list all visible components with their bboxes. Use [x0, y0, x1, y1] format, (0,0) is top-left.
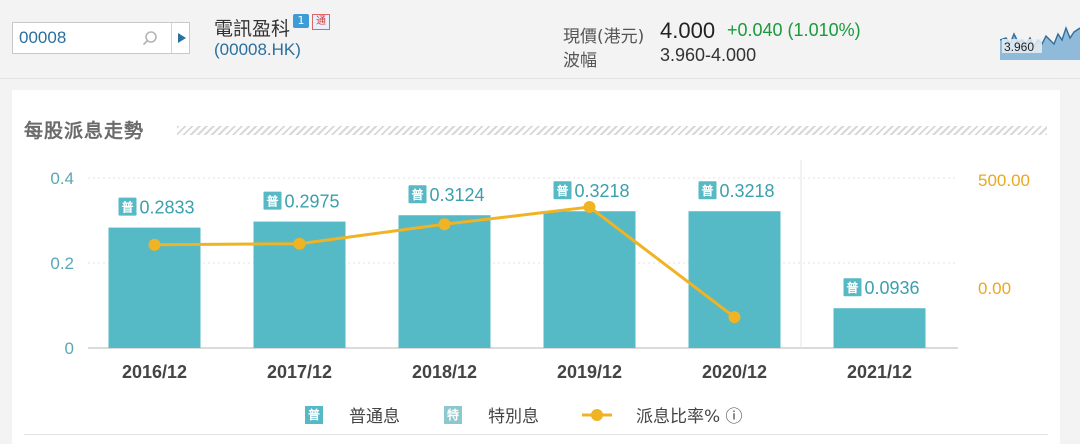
y-left-tick-label: 0.4	[50, 169, 74, 188]
dividend-bar	[688, 211, 781, 348]
stock-name: 電訊盈科	[214, 18, 291, 40]
bar-badge	[698, 181, 717, 200]
bar-badge	[843, 278, 862, 297]
dividend-bar	[833, 308, 926, 348]
x-category-label: 2021/12	[847, 362, 912, 382]
day-range: 3.960-4.000	[660, 45, 757, 65]
current-price: 4.000	[660, 18, 716, 43]
y-right-tick-label: 500.00	[978, 171, 1030, 190]
x-category-label: 2017/12	[267, 362, 332, 382]
dividend-panel: 每股派息走勢 普 0.2833 普 0.2975 普 0.3124 普 0.3218 普 0.32…	[12, 90, 1060, 444]
legend-special-label: 特別息	[488, 407, 539, 427]
dividend-bar	[543, 211, 636, 348]
notice-badge[interactable]: 1	[293, 14, 310, 28]
legend-ordinary-label: 普通息	[349, 407, 400, 427]
range-label: 波幅	[563, 51, 597, 71]
search-icon[interactable]	[141, 30, 159, 48]
title-decoration	[177, 126, 1047, 135]
bar-badge	[118, 197, 137, 216]
payout-ratio-point	[438, 218, 451, 231]
bar-label: 普 0.3124	[408, 185, 485, 205]
bar-badge	[263, 191, 282, 210]
legend-payout-label: 派息比率% ⓘ	[636, 407, 743, 427]
legend-line-swatch	[582, 408, 612, 421]
bar-badge-text: 普	[701, 183, 713, 198]
payout-ratio-point	[728, 311, 741, 324]
bar-value-label: 0.2975	[285, 192, 340, 212]
price-label: 現價(港元)	[563, 27, 645, 47]
bar-value-label: 0.3218	[720, 181, 775, 201]
legend-payout[interactable]: 派息比率% ⓘ	[582, 402, 743, 427]
bar-badge-text: 普	[556, 183, 568, 198]
payout-ratio-point	[583, 201, 596, 213]
bar-value-label: 0.2833	[140, 198, 195, 218]
legend-ordinary-badge: 普	[305, 405, 323, 424]
panel-bottom-rule	[24, 434, 1048, 435]
bar-value-label: 0.3218	[575, 181, 630, 201]
dividend-bar	[398, 215, 491, 348]
bar-label: 普 0.0936	[843, 278, 920, 298]
bar-label: 普 0.3218	[553, 181, 630, 201]
chart-legend: 普 普通息 特 特別息 派息比率% ⓘ	[12, 402, 1060, 430]
bar-label: 普 0.2975	[263, 191, 340, 212]
bar-badge-text: 普	[411, 187, 423, 202]
payout-ratio-point	[293, 237, 306, 250]
y-right-tick-label: 0.00	[978, 279, 1011, 298]
payout-ratio-point	[148, 238, 161, 251]
dividend-chart: 普 0.2833 普 0.2975 普 0.3124 普 0.3218 普 0.3218 普 0.09…	[50, 160, 1030, 382]
bar-badge	[553, 181, 572, 200]
section-title: 每股派息走勢	[24, 120, 145, 142]
x-category-label: 2019/12	[557, 362, 622, 382]
intraday-sparkline[interactable]: 3.960	[1000, 14, 1080, 60]
bar-badge-text: 普	[846, 280, 858, 295]
x-category-label: 2018/12	[412, 362, 477, 382]
x-category-label: 2020/12	[702, 362, 767, 382]
stock-code: (00008.HK)	[214, 40, 301, 59]
bar-value-label: 0.0936	[865, 278, 920, 298]
price-change: +0.040 (1.010%)	[727, 20, 861, 40]
bar-badge-text: 普	[266, 194, 278, 209]
legend-special-badge: 特	[444, 405, 462, 424]
stock-search	[12, 22, 190, 54]
connect-badge[interactable]: 通	[312, 14, 331, 30]
legend-special[interactable]: 特 特別息	[444, 402, 539, 427]
bar-badge-text: 普	[121, 200, 133, 215]
bar-label: 普 0.2833	[118, 197, 195, 218]
y-left-tick-label: 0.2	[50, 254, 74, 273]
x-category-label: 2016/12	[122, 362, 187, 382]
legend-ordinary[interactable]: 普 普通息	[305, 402, 400, 427]
bar-label: 普 0.3218	[698, 181, 775, 201]
y-left-tick-label: 0	[65, 339, 74, 358]
stock-code-input[interactable]	[13, 27, 139, 49]
bar-badge	[408, 185, 427, 204]
sparkline-value: 3.960	[1004, 40, 1034, 54]
stock-name-line: 電訊盈科 1 通	[214, 14, 331, 41]
bar-value-label: 0.3124	[430, 185, 485, 205]
go-button[interactable]	[171, 23, 192, 53]
play-arrow-icon	[178, 33, 186, 43]
